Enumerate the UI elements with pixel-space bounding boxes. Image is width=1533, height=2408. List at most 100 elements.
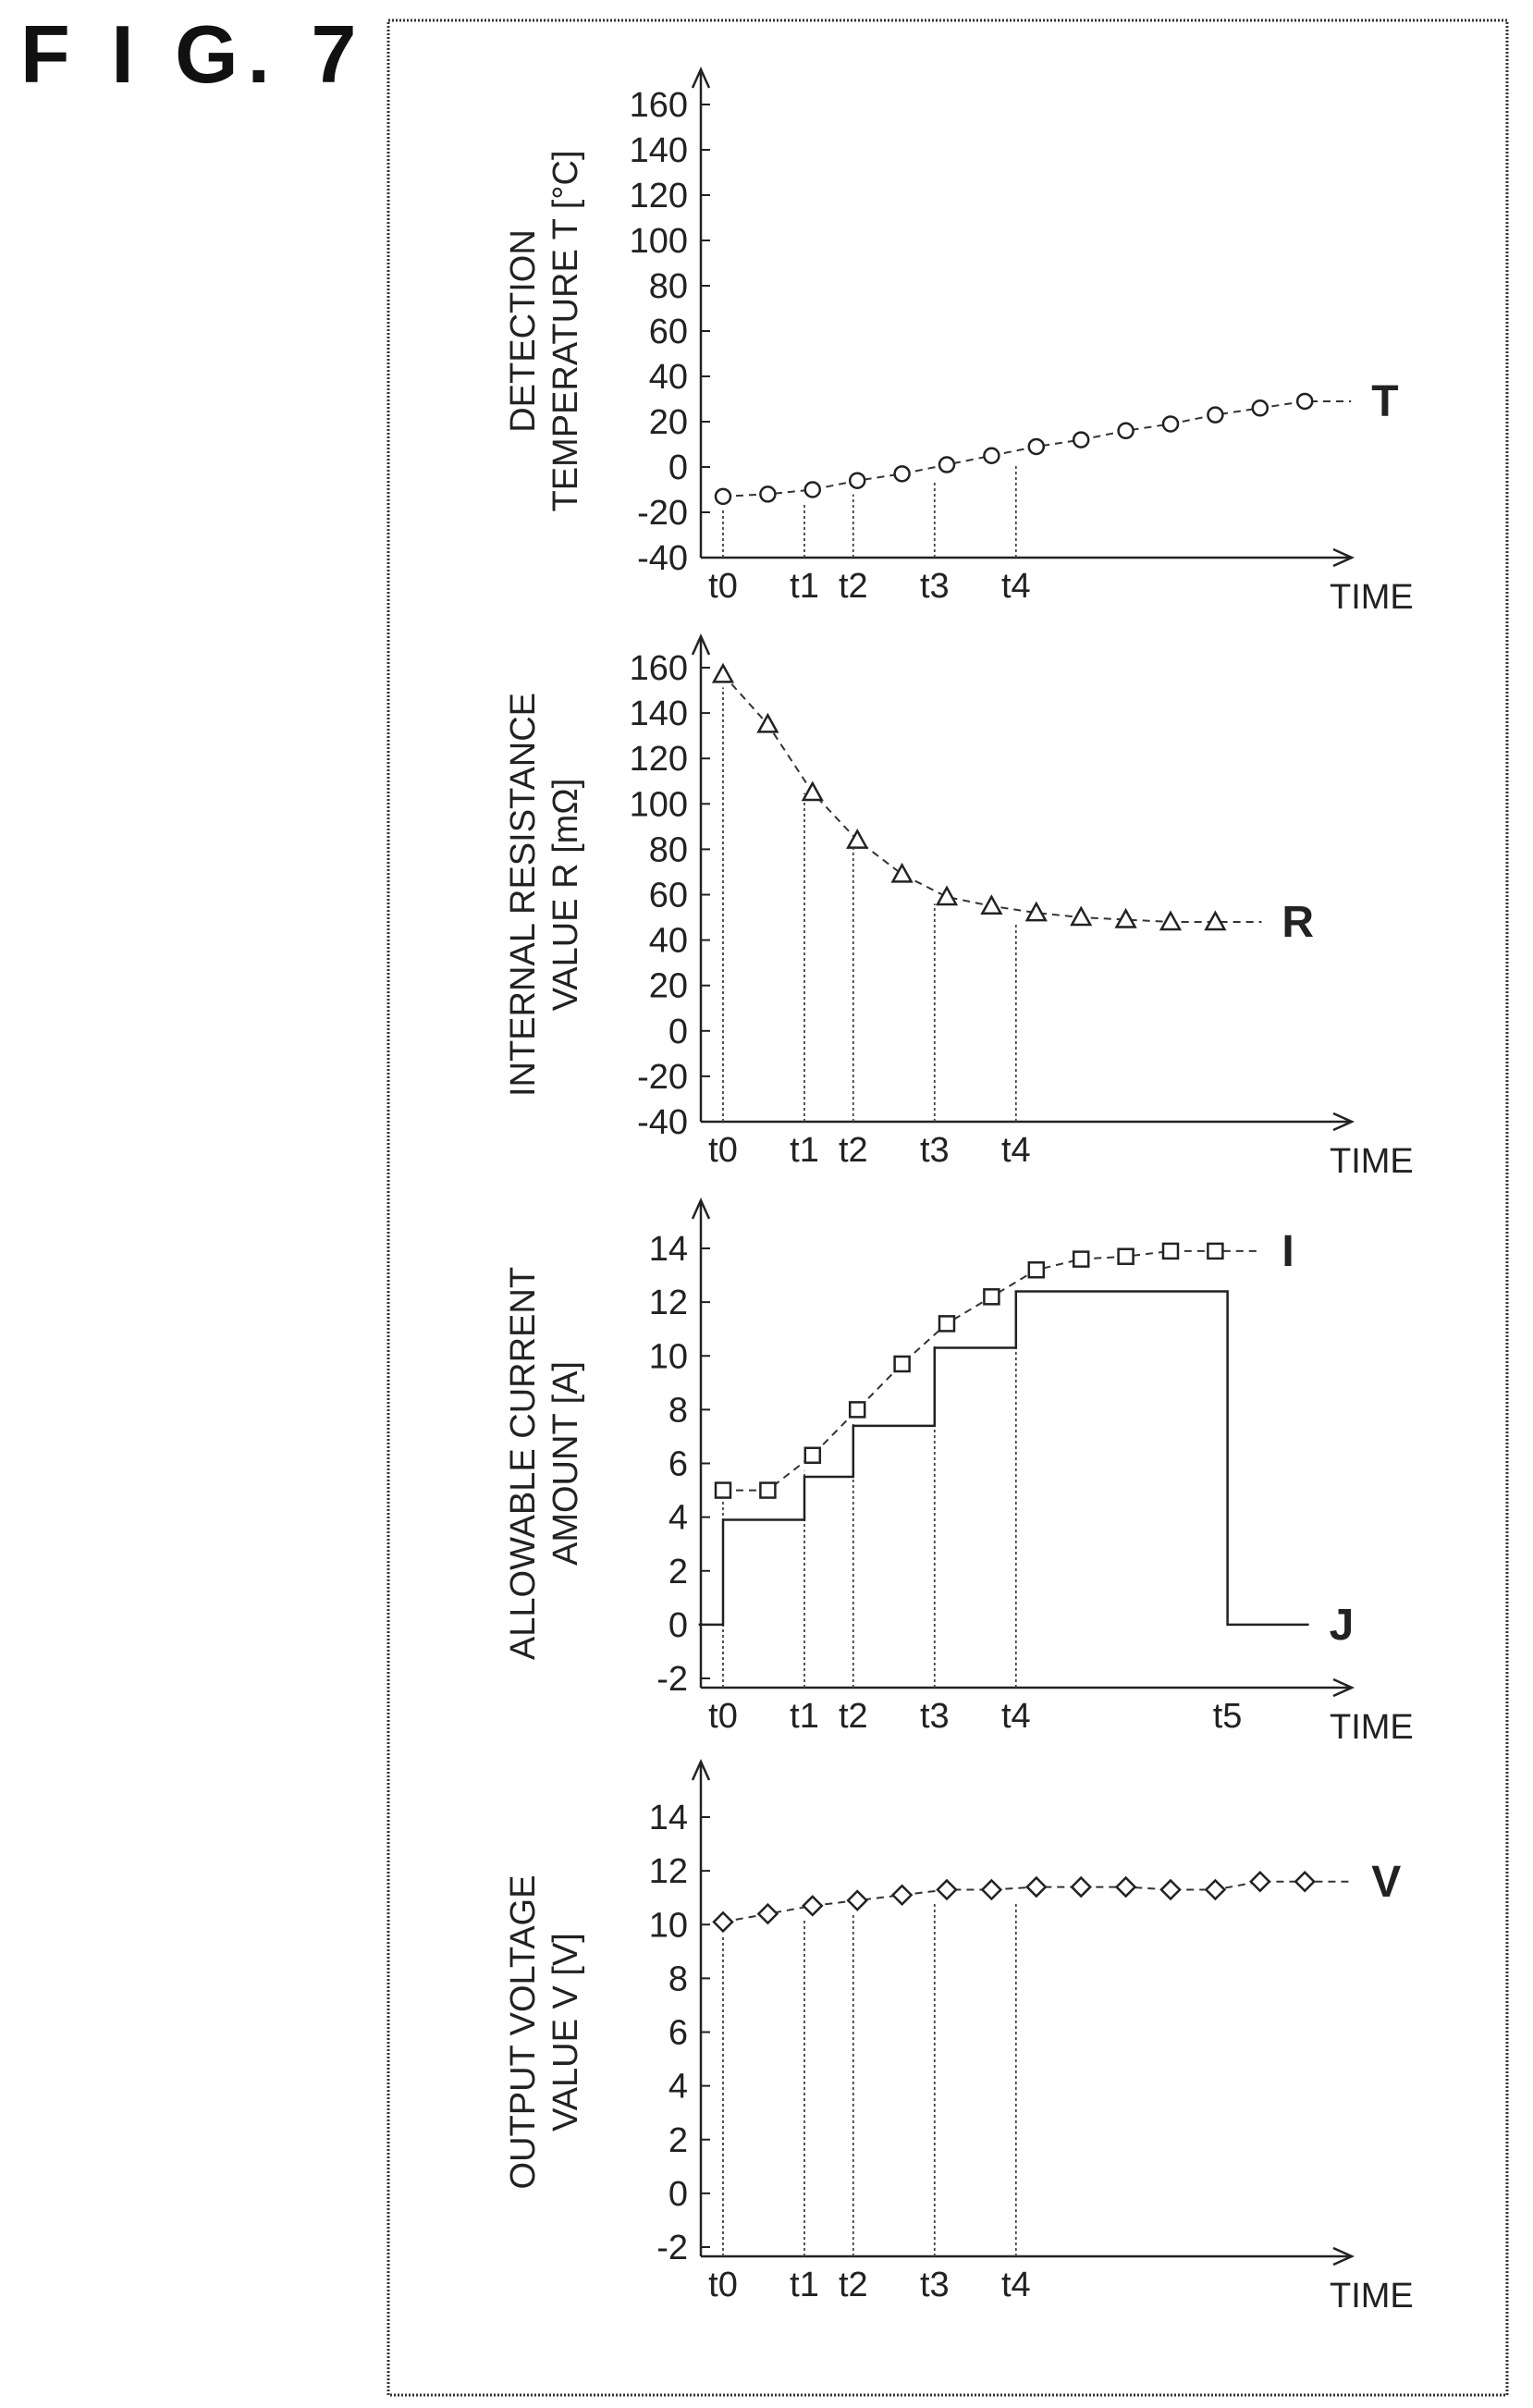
y-axis-title-line: ALLOWABLE CURRENT [504,1267,543,1660]
y-tick-label: 2 [668,2121,688,2160]
data-point [935,885,959,906]
data-point [759,1481,777,1499]
chart-panel-4: 14 12 10 8 6 4 2 0 -2 OUTPUT VOLTAGE VALUE V [V] TI… [504,1758,1414,2316]
data-point [848,1401,866,1419]
data-point [1294,1870,1316,1893]
series-label-I: I [1282,1227,1294,1276]
time-marker-label: t2 [839,1131,868,1170]
y-tick-label: -20 [637,494,688,533]
x-axis-arrow [1332,1677,1355,1698]
x-axis-arrow [1332,2246,1355,2267]
y-tick-label: 100 [630,785,688,824]
y-tick-label: 8 [668,1960,688,1998]
data-point [1070,905,1093,927]
y-tick-label: 0 [668,1606,688,1645]
data-point [890,1884,914,1907]
series-line-J [698,1290,1309,1627]
time-marker-label: t2 [839,2266,868,2304]
y-tick-label: 10 [649,1337,688,1376]
y-tick-label: 120 [630,177,688,215]
data-point [1159,1878,1182,1901]
data-point [803,1446,822,1465]
data-point [1117,422,1134,440]
data-point [1295,392,1314,411]
time-marker-label: t0 [708,1131,738,1170]
time-marker-label: t3 [920,1697,950,1736]
time-marker-label: t3 [920,1131,950,1170]
y-tick-label: 160 [630,649,688,688]
y-axis-arrow [691,1758,711,1781]
time-marker-label: t1 [790,567,819,606]
data-point [1159,910,1183,931]
x-axis-title: TIME [1330,1708,1414,1747]
data-point [1117,1247,1134,1265]
y-tick-label: 2 [668,1553,688,1591]
figure-title: F I G. 7 [20,8,366,100]
y-tick-label: -2 [656,2229,688,2267]
data-point [801,780,824,802]
data-point [714,487,732,506]
y-tick-label: 6 [668,2014,688,2053]
data-point [1161,1242,1180,1260]
x-axis-title: TIME [1330,578,1414,617]
data-point [711,662,735,683]
y-tick-label: 80 [649,830,688,869]
y-tick-label: 14 [649,1799,688,1837]
data-point [846,829,869,849]
x-axis-title: TIME [1330,2277,1414,2316]
time-marker-label: t1 [790,2266,819,2304]
y-tick-label: 10 [649,1906,688,1945]
x-axis-arrow [1332,547,1355,568]
figure-frame [386,18,1509,2397]
data-point [1207,406,1224,424]
y-tick-label: 14 [649,1230,688,1269]
y-tick-label: 4 [668,2068,688,2107]
data-point [890,862,914,883]
y-tick-label: 20 [649,403,688,442]
y-axis-title-line: VALUE V [V] [546,1933,585,2132]
data-point [759,485,777,503]
time-marker-label: t4 [1001,1697,1031,1736]
data-point [1114,907,1137,928]
y-tick-label: 8 [668,1391,688,1430]
y-tick-label: 120 [630,740,688,779]
data-point [1072,431,1090,448]
y-axis-title-line: DETECTION [504,229,543,433]
chart-panel-1: 160 140 120 100 80 60 40 20 0 -20 -40 DETECTION TEMP… [504,66,1414,617]
data-point [1025,1875,1048,1898]
time-marker-label: t3 [920,567,950,606]
data-point [938,1315,956,1333]
y-tick-label: 140 [630,131,688,170]
y-tick-label: -40 [637,539,688,578]
data-point [1161,415,1180,433]
data-point [893,1355,911,1373]
data-point [1114,1875,1137,1898]
data-point [848,472,866,489]
time-marker-label: t5 [1213,1697,1243,1736]
y-tick-label: 12 [649,1284,688,1322]
y-tick-label: 80 [649,267,688,306]
y-tick-label: -20 [637,1058,688,1097]
y-tick-label: -40 [637,1103,688,1142]
time-marker-label: t0 [708,1697,738,1736]
data-point [756,1902,779,1925]
data-point [1207,1242,1224,1260]
y-axis-title-line: VALUE R [mΩ] [546,779,585,1012]
series-label-T: T [1371,377,1398,426]
time-marker-label: t4 [1001,1131,1031,1170]
data-point [1072,1250,1090,1268]
data-point [983,447,1000,464]
chart-panel-3: 14 12 10 8 6 4 2 0 -2 ALLOWABLE CURRENT AMOUNT [A]… [504,1197,1414,1747]
data-point [1024,901,1048,922]
y-axis-title-line: OUTPUT VOLTAGE [504,1875,543,2190]
data-point [712,1910,734,1934]
chart-panel-2: 160 140 120 100 80 60 40 20 0 -20 -40 INTERNAL RESI… [504,633,1414,1181]
data-point [1027,437,1046,456]
data-point [980,894,1003,915]
y-tick-label: 0 [668,1013,688,1051]
y-tick-label: 40 [649,922,688,961]
y-tick-label: 100 [630,222,688,261]
y-tick-label: 160 [630,86,688,125]
y-axis-arrow [691,1197,711,1220]
